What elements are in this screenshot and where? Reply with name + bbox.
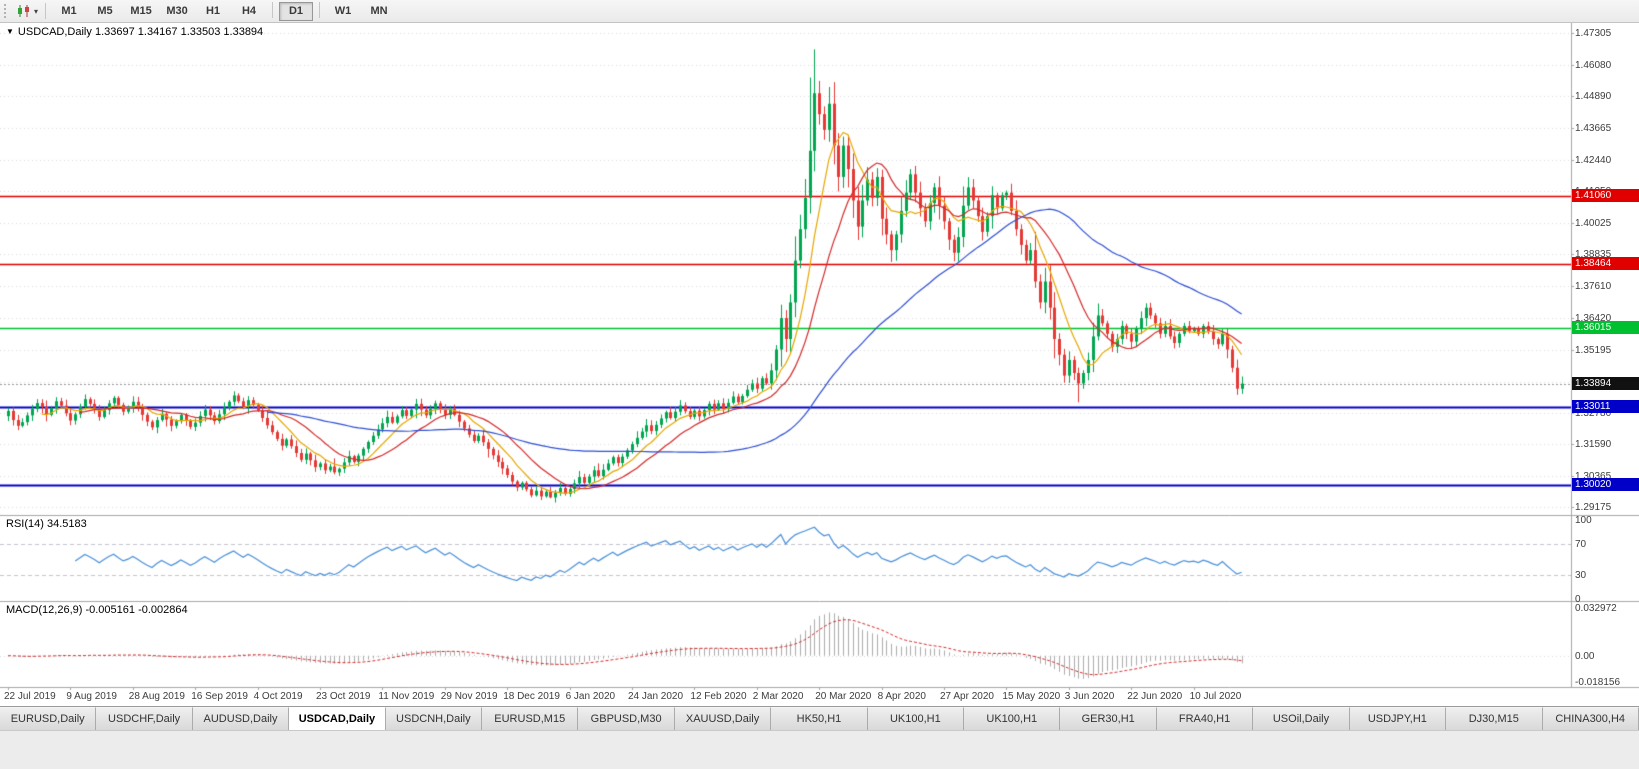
chevron-down-icon[interactable]: ▾ [34, 6, 39, 16]
date-axis-label: 4 Oct 2019 [253, 691, 303, 702]
macd-axis-label: -0.018156 [1575, 677, 1621, 688]
date-axis-label: 20 Mar 2020 [815, 691, 872, 702]
chart-tab-fra40-h1[interactable]: FRA40,H1 [1156, 707, 1254, 730]
price-axis-label: 1.46080 [1575, 60, 1612, 72]
chart-tab-usdchf-daily[interactable]: USDCHF,Daily [96, 707, 193, 730]
timeframe-toolbar: ▾ M1 M5 M15 M30 H1 H4 D1 W1 MN [0, 0, 1639, 23]
timeframe-button-m1[interactable]: M1 [61, 4, 77, 17]
date-axis-label: 15 May 2020 [1002, 691, 1061, 702]
date-axis-label: 3 Jun 2020 [1064, 691, 1115, 702]
chart-tab-eurusd-daily[interactable]: EURUSD,Daily [0, 707, 97, 730]
date-axis-label: 9 Aug 2019 [66, 691, 117, 702]
price-axis-label: 1.42440 [1575, 155, 1612, 167]
chart-tab-usoil-daily[interactable]: USOil,Daily [1253, 707, 1350, 730]
date-axis-label: 12 Feb 2020 [690, 691, 747, 702]
date-axis-label: 2 Mar 2020 [752, 691, 804, 702]
price-axis-label: 1.38835 [1575, 249, 1612, 261]
timeframe-button-m15[interactable]: M15 [130, 4, 152, 17]
toolbar-divider [45, 3, 47, 19]
rsi-axis-label: 0 [1575, 594, 1581, 605]
timeframe-buttons-group: M1 M5 M15 M30 H1 H4 D1 W1 MN [51, 1, 397, 21]
hline-price-badge: 1.33011 [1572, 399, 1639, 413]
price-chart-canvas[interactable] [0, 23, 1639, 706]
date-axis-label: 24 Jan 2020 [628, 691, 684, 702]
timeframe-button-h4[interactable]: H4 [241, 4, 257, 17]
hline-price-badge: 1.36015 [1572, 321, 1639, 335]
chart-tab-xauusd-daily[interactable]: XAUUSD,Daily [674, 707, 772, 730]
date-axis-label: 18 Dec 2019 [503, 691, 560, 702]
timeframe-button-h1[interactable]: H1 [205, 4, 221, 17]
macd-axis-label: 0.032972 [1575, 603, 1617, 614]
chart-tab-eurusd-m15[interactable]: EURUSD,M15 [482, 707, 579, 730]
chart-tab-china300-h4[interactable]: CHINA300,H4 [1542, 707, 1639, 730]
chart-window: ▼ USDCAD,Daily 1.33697 1.34167 1.33503 1.… [0, 23, 1639, 706]
price-axis-label: 1.31590 [1575, 438, 1612, 450]
chart-tab-ger30-h1[interactable]: GER30,H1 [1060, 707, 1157, 730]
price-axis-label: 1.44890 [1575, 91, 1612, 103]
price-axis[interactable]: 1.473051.460801.448901.436651.424401.412… [1572, 23, 1639, 706]
date-axis-label: 27 Apr 2020 [940, 691, 994, 702]
chart-tab-dj30-m15[interactable]: DJ30,M15 [1446, 707, 1543, 730]
macd-indicator-label: MACD(12,26,9) -0.005161 -0.002864 [6, 604, 188, 616]
current-price-badge: 1.33894 [1572, 376, 1639, 390]
chart-tab-audusd-daily[interactable]: AUDUSD,Daily [192, 707, 290, 730]
price-axis-label: 1.30365 [1575, 470, 1612, 482]
rsi-indicator-label: RSI(14) 34.5183 [6, 518, 87, 530]
date-axis-label: 8 Apr 2020 [877, 691, 926, 702]
date-axis-label: 22 Jun 2020 [1127, 691, 1183, 702]
date-axis-label: 10 Jul 2020 [1189, 691, 1242, 702]
timeframe-button-mn[interactable]: MN [370, 4, 388, 17]
chart-tab-bar: EURUSD,Daily USDCHF,Daily AUDUSD,Daily USDC… [0, 706, 1639, 730]
date-axis-label: 23 Oct 2019 [316, 691, 371, 702]
timeframe-button-d1[interactable]: D1 [279, 1, 314, 21]
timeframe-button-m5[interactable]: M5 [97, 4, 113, 17]
chart-tab-usdcad-daily[interactable]: USDCAD,Daily [289, 707, 386, 730]
date-axis-label: 11 Nov 2019 [378, 691, 435, 702]
chart-tab-gbpusd-m30[interactable]: GBPUSD,M30 [578, 707, 675, 730]
date-axis-label: 16 Sep 2019 [191, 691, 248, 702]
chart-symbol-title: USDCAD,Daily [17, 26, 92, 38]
toolbar-grip[interactable] [4, 4, 10, 18]
date-axis-label: 22 Jul 2019 [4, 691, 56, 702]
price-axis-label: 1.43665 [1575, 123, 1612, 135]
price-axis-label: 1.36420 [1575, 312, 1612, 324]
macd-axis-label: 0.00 [1575, 650, 1595, 662]
price-axis-label: 1.35195 [1575, 344, 1612, 356]
price-axis-label: 1.40025 [1575, 218, 1612, 230]
price-axis-label: 1.32780 [1575, 407, 1612, 419]
chart-title: ▼ USDCAD,Daily 1.33697 1.34167 1.33503 1.… [6, 26, 263, 38]
chart-tab-uk100-h1[interactable]: UK100,H1 [867, 707, 965, 730]
candlestick-chart-icon [18, 5, 29, 17]
hline-price-badge: 1.41060 [1572, 189, 1639, 203]
chart-ohlc-values: 1.33697 1.34167 1.33503 1.33894 [94, 26, 264, 38]
chart-tab-usdcnh-daily[interactable]: USDCNH,Daily [385, 707, 483, 730]
price-axis-label: 1.29175 [1575, 502, 1612, 513]
date-axis-label: 29 Nov 2019 [440, 691, 498, 702]
rsi-axis-label: 70 [1575, 538, 1587, 550]
toolbar-divider [272, 1, 274, 18]
price-axis-label: 1.47305 [1575, 28, 1612, 39]
price-axis-label: 1.37610 [1575, 281, 1612, 293]
chart-tab-usdjpy-h1[interactable]: USDJPY,H1 [1349, 707, 1447, 730]
timeframe-button-w1[interactable]: W1 [334, 4, 352, 17]
date-axis-label: 28 Aug 2019 [128, 691, 185, 702]
rsi-axis-label: 30 [1575, 570, 1587, 582]
chart-dropdown-arrow-icon[interactable]: ▼ [6, 27, 14, 36]
hline-price-badge: 1.30020 [1572, 477, 1639, 491]
toolbar-divider [319, 1, 321, 18]
rsi-axis-label: 100 [1575, 515, 1592, 526]
chart-icon[interactable] [14, 2, 34, 20]
hline-price-badge: 1.38464 [1572, 257, 1639, 271]
chart-tab-hk50-h1[interactable]: HK50,H1 [771, 707, 868, 730]
chart-tab-uk100-h1[interactable]: UK100,H1 [964, 707, 1061, 730]
status-strip [0, 730, 1639, 769]
timeframe-button-m30[interactable]: M30 [166, 4, 188, 17]
date-axis-label: 6 Jan 2020 [565, 691, 616, 702]
